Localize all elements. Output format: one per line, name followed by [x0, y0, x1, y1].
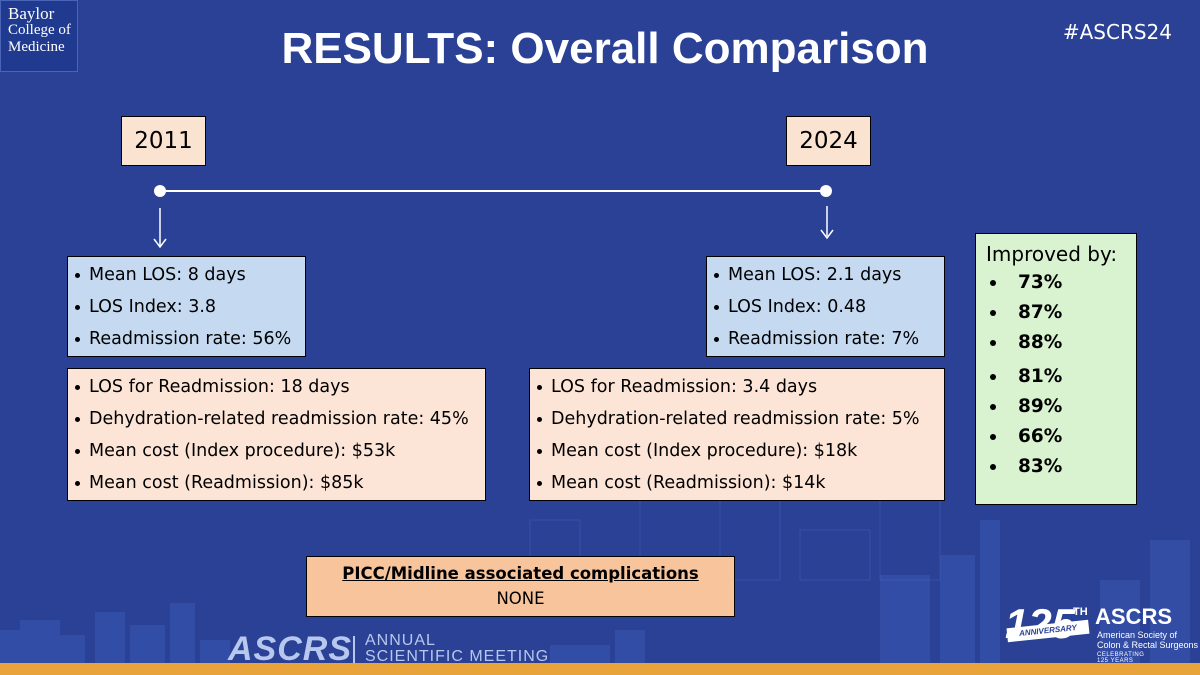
improvement-value: 83% — [986, 452, 1136, 482]
logo-line-2: College of — [8, 22, 71, 38]
down-arrow-icon-2024 — [820, 206, 834, 240]
list-item: LOS Index: 3.8 — [68, 291, 305, 323]
improvement-value: 89% — [986, 392, 1136, 422]
list-item: LOS for Readmission: 3.4 days — [530, 371, 944, 403]
metrics-2024-primary: Mean LOS: 2.1 days LOS Index: 0.48 Readm… — [706, 256, 945, 357]
down-arrow-icon-2011 — [153, 208, 167, 249]
metrics-2024-secondary: LOS for Readmission: 3.4 days Dehydratio… — [529, 368, 945, 501]
badge-org-line-2: Colon & Rectal Surgeons — [1097, 640, 1199, 650]
improvement-value: 87% — [986, 298, 1136, 328]
hashtag: #ASCRS24 — [1062, 20, 1172, 44]
improvement-value: 66% — [986, 422, 1136, 452]
list-item: Readmission rate: 7% — [707, 323, 944, 355]
improvement-value: 88% — [986, 328, 1136, 358]
improvement-value: 73% — [986, 268, 1136, 298]
badge-org-full: American Society of Colon & Rectal Surge… — [1097, 630, 1200, 650]
year-2011-box: 2011 — [121, 116, 206, 166]
badge-org-line-1: American Society of — [1097, 630, 1178, 640]
list-item: Mean LOS: 8 days — [68, 259, 305, 291]
list-item: Mean LOS: 2.1 days — [707, 259, 944, 291]
metrics-2011-primary: Mean LOS: 8 days LOS Index: 3.8 Readmiss… — [67, 256, 306, 357]
ascrs-footer-logo: ASCRS — [228, 630, 353, 668]
logo-line-3: Medicine — [8, 39, 65, 55]
list-item: Mean cost (Readmission): $85k — [68, 467, 485, 499]
meeting-label: ANNUAL SCIENTIFIC MEETING — [365, 633, 549, 665]
footer-divider — [353, 636, 355, 664]
list-item: Dehydration-related readmission rate: 5% — [530, 403, 944, 435]
badge-suffix: TH — [1073, 606, 1088, 618]
improvement-heading: Improved by: — [986, 242, 1118, 266]
page-title: RESULTS: Overall Comparison — [281, 24, 929, 73]
badge-tagline: CELEBRATING 125 YEARS — [1097, 652, 1145, 664]
improvement-summary: Improved by: 73% 87% 88% 81% 89% 66% 83% — [975, 233, 1137, 505]
list-item: LOS for Readmission: 18 days — [68, 371, 485, 403]
improvement-value: 81% — [986, 362, 1136, 392]
meeting-line-2: SCIENTIFIC MEETING — [365, 648, 550, 665]
bottom-accent-band — [0, 663, 1200, 675]
picc-value: NONE — [496, 589, 545, 608]
timeline-dot-2011 — [154, 185, 166, 197]
timeline-dot-2024 — [820, 185, 832, 197]
list-item: Mean cost (Index procedure): $53k — [68, 435, 485, 467]
metrics-2011-secondary: LOS for Readmission: 18 days Dehydration… — [67, 368, 486, 501]
picc-complications-box: PICC/Midline associated complications NO… — [306, 556, 735, 617]
list-item: LOS Index: 0.48 — [707, 291, 944, 323]
list-item: Mean cost (Readmission): $14k — [530, 467, 944, 499]
list-item: Readmission rate: 56% — [68, 323, 305, 355]
baylor-logo: Baylor College of Medicine — [0, 0, 78, 72]
badge-org: ASCRS — [1095, 604, 1173, 629]
list-item: Dehydration-related readmission rate: 45… — [68, 403, 485, 435]
picc-heading: PICC/Midline associated complications — [342, 564, 699, 583]
list-item: Mean cost (Index procedure): $18k — [530, 435, 944, 467]
timeline-line — [160, 190, 826, 192]
logo-line-1: Baylor — [8, 4, 55, 23]
year-2024-box: 2024 — [786, 116, 871, 166]
meeting-line-1: ANNUAL — [365, 632, 436, 649]
